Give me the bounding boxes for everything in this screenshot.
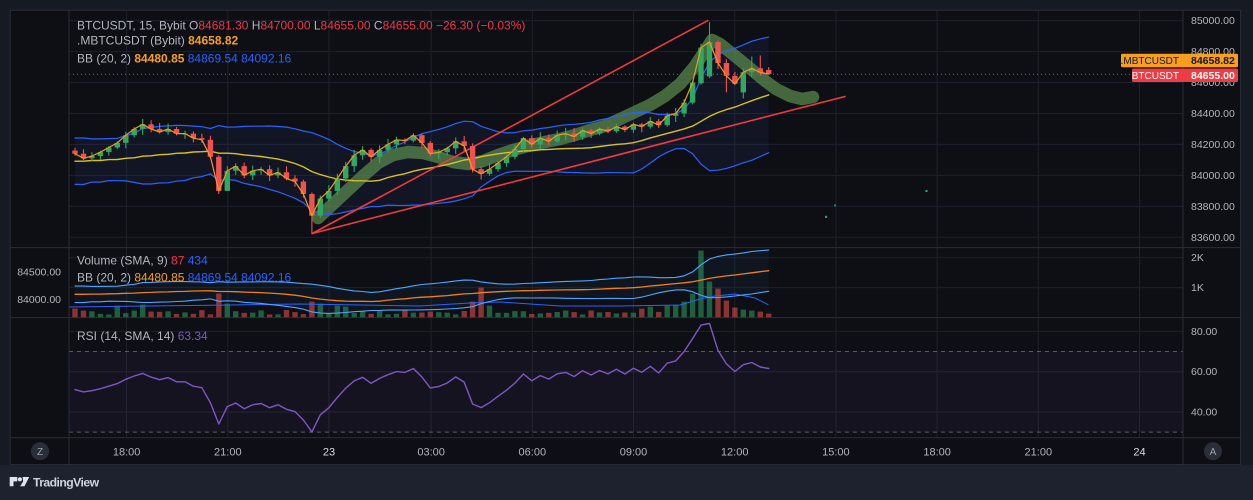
svg-text:85000.00: 85000.00	[1191, 15, 1235, 27]
svg-text:83800.00: 83800.00	[1191, 201, 1235, 213]
svg-text:03:00: 03:00	[417, 447, 445, 459]
svg-text:RSI (14, SMA, 14) 63.34: RSI (14, SMA, 14) 63.34	[77, 329, 208, 343]
svg-text:2K: 2K	[1191, 252, 1204, 264]
svg-text:BTCUSDT: BTCUSDT	[1132, 71, 1179, 82]
svg-text:.MBTCUSDT: .MBTCUSDT	[1121, 56, 1179, 67]
svg-text:84658.82: 84658.82	[1191, 55, 1235, 67]
svg-text:24: 24	[1133, 447, 1145, 459]
svg-text:1K: 1K	[1191, 282, 1204, 294]
svg-text:BB (20, 2) 84480.85 84869.54 8: BB (20, 2) 84480.85 84869.54 84092.16	[77, 52, 292, 66]
svg-text:BTCUSDT, 15, Bybit O84681.30 H: BTCUSDT, 15, Bybit O84681.30 H84700.00 L…	[77, 19, 525, 33]
svg-text:21:00: 21:00	[1025, 447, 1053, 459]
svg-text:84400.00: 84400.00	[1191, 108, 1235, 120]
svg-text:.MBTCUSDT (Bybit) 84658.82: .MBTCUSDT (Bybit) 84658.82	[77, 34, 239, 48]
svg-text:12:00: 12:00	[721, 447, 749, 459]
svg-text:09:00: 09:00	[620, 447, 648, 459]
svg-text:06:00: 06:00	[519, 447, 547, 459]
svg-text:40.00: 40.00	[1191, 407, 1217, 419]
svg-text:15:00: 15:00	[822, 447, 850, 459]
svg-text:83600.00: 83600.00	[1191, 232, 1235, 244]
svg-text:84200.00: 84200.00	[1191, 139, 1235, 151]
svg-text:84500.00: 84500.00	[17, 266, 61, 278]
svg-text:84000.00: 84000.00	[17, 294, 61, 306]
svg-text:84000.00: 84000.00	[1191, 170, 1235, 182]
svg-text:Volume (SMA, 9) 87 434: Volume (SMA, 9) 87 434	[77, 254, 208, 268]
svg-text:A: A	[1210, 447, 1217, 458]
svg-text:Z: Z	[37, 447, 43, 458]
svg-text:18:00: 18:00	[923, 447, 951, 459]
svg-text:80.00: 80.00	[1191, 326, 1217, 338]
svg-text:21:00: 21:00	[214, 447, 242, 459]
svg-text:18:00: 18:00	[113, 447, 141, 459]
svg-text:60.00: 60.00	[1191, 366, 1217, 378]
svg-text:23: 23	[323, 447, 335, 459]
svg-text:84655.00: 84655.00	[1191, 70, 1235, 82]
svg-text:TradingView: TradingView	[33, 475, 100, 489]
svg-text:BB (20, 2) 84480.85 84869.54 8: BB (20, 2) 84480.85 84869.54 84092.16	[77, 271, 292, 285]
